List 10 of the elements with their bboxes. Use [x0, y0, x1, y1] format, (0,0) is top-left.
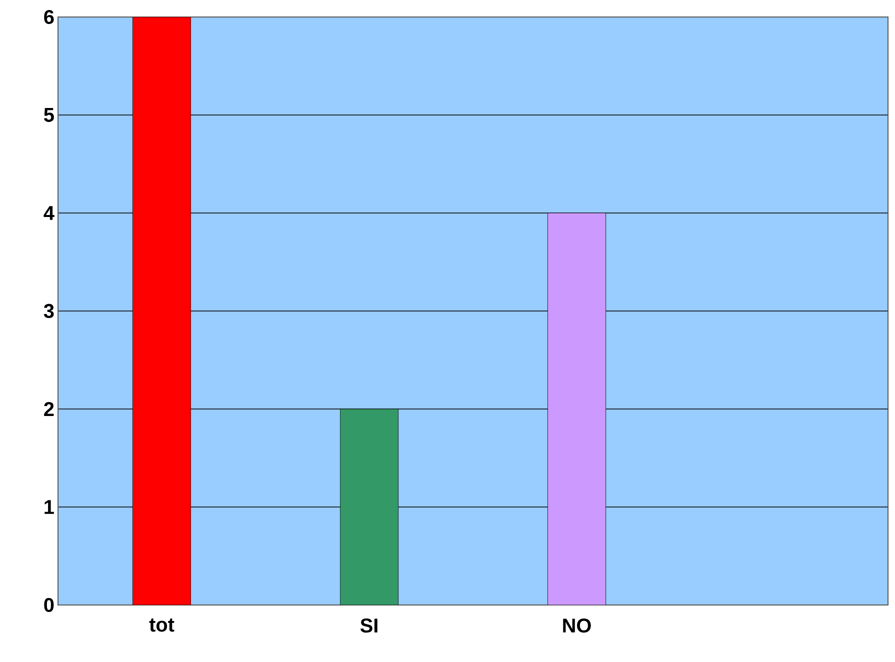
- x-tick-label: NO: [563, 618, 591, 633]
- y-tick-label: 4: [44, 206, 54, 220]
- x-tick-label: SI: [360, 618, 378, 633]
- x-tick-label: tot: [149, 618, 174, 632]
- y-tick-label: 3: [44, 304, 54, 318]
- y-tick-label: 2: [44, 402, 54, 416]
- y-tick-label: 0: [44, 598, 54, 612]
- y-tick-label: 1: [44, 500, 54, 514]
- y-tick-label: 5: [44, 108, 54, 122]
- y-tick-label: 6: [44, 10, 54, 24]
